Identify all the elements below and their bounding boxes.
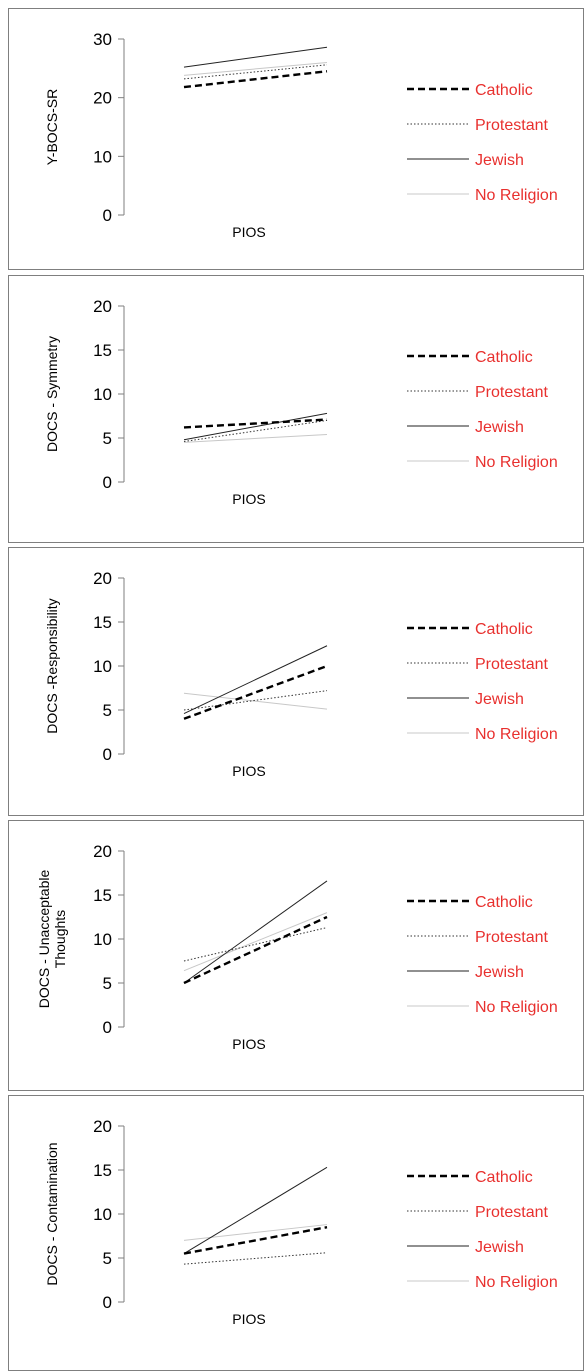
y-tick-label: 10	[93, 930, 112, 949]
legend-label: No Religion	[475, 999, 558, 1016]
x-axis-label: PIOS	[232, 1036, 265, 1052]
chart-svg: 0 5 10 15 20 DOCS - Contamination PIOS Catholic…	[44, 1117, 558, 1327]
y-axis-label: DOCS -Responsibility	[44, 598, 60, 733]
y-tick-label: 20	[93, 569, 112, 588]
series-line-no-religion	[183, 61, 328, 76]
chart-panel-5: 0 5 10 15 20 DOCS - Contamination PIOS Catholic…	[8, 1095, 584, 1371]
y-tick-label: 0	[103, 1293, 112, 1312]
chart-panel-4: 0 5 10 15 20 DOCS - Unacceptable Thoughts PIOS C…	[8, 820, 584, 1091]
y-tick-label: 10	[93, 1205, 112, 1224]
series-line-protestant	[183, 927, 328, 962]
y-tick-label: 15	[93, 341, 112, 360]
legend-label: Catholic	[475, 621, 533, 638]
series-line-protestant	[183, 64, 328, 80]
legend-label: Protestant	[475, 656, 548, 673]
series-line-no-religion	[183, 433, 328, 443]
legend-label: Jewish	[475, 419, 524, 436]
y-tick-label: 0	[103, 473, 112, 492]
legend-label: Protestant	[475, 1204, 548, 1221]
y-tick-label: 20	[93, 89, 112, 108]
series-line-jewish	[183, 1166, 328, 1255]
y-axis-label: DOCS - Unacceptable	[36, 870, 52, 1009]
y-tick-label: 15	[93, 1161, 112, 1180]
series-line-jewish	[183, 880, 328, 984]
legend-label: No Religion	[475, 1274, 558, 1291]
y-tick-label: 30	[93, 30, 112, 49]
y-tick-label: 5	[103, 429, 112, 448]
series-line-catholic	[183, 70, 328, 89]
y-tick-label: 10	[93, 657, 112, 676]
series-line-protestant	[183, 690, 328, 711]
legend-label: Catholic	[475, 82, 533, 99]
y-tick-label: 5	[103, 1249, 112, 1268]
legend-label: Protestant	[475, 117, 548, 134]
legend-label: No Religion	[475, 726, 558, 743]
series-line-catholic	[183, 1226, 328, 1255]
legend-label: Jewish	[475, 964, 524, 981]
series-line-no-religion	[183, 692, 328, 710]
series-line-catholic	[183, 664, 328, 720]
series-line-no-religion	[183, 912, 328, 972]
y-axis-label: DOCS - Symmetry	[44, 336, 60, 452]
legend-label: Catholic	[475, 349, 533, 366]
legend-label: Protestant	[475, 929, 548, 946]
series-line-no-religion	[183, 1224, 328, 1241]
series-line-jewish	[183, 645, 328, 714]
x-axis-label: PIOS	[232, 491, 265, 507]
chart-panel-3: 0 5 10 15 20 DOCS -Responsibility PIOS Catholic…	[8, 547, 584, 816]
y-tick-label: 20	[93, 297, 112, 316]
chart-svg: 0 5 10 15 20 DOCS - Unacceptable Thoughts PIOS C…	[36, 842, 558, 1052]
y-tick-label: 5	[103, 701, 112, 720]
series-line-catholic	[183, 418, 328, 429]
chart-svg: 0 5 10 15 20 DOCS - Symmetry PIOS Catholic Prote…	[44, 297, 558, 507]
y-axis-label: DOCS - Contamination	[44, 1142, 60, 1285]
y-tick-label: 0	[103, 206, 112, 225]
y-tick-label: 5	[103, 974, 112, 993]
legend-label: Catholic	[475, 1169, 533, 1186]
y-tick-label: 10	[93, 385, 112, 404]
legend-label: Protestant	[475, 384, 548, 401]
x-axis-label: PIOS	[232, 763, 265, 779]
y-axis-label: Y-BOCS-SR	[44, 89, 60, 166]
chart-svg: 0 10 20 30 Y-BOCS-SR PIOS Catholic Protestant Je…	[44, 30, 558, 240]
series-line-jewish	[183, 412, 328, 441]
legend-label: Catholic	[475, 894, 533, 911]
legend-label: No Religion	[475, 187, 558, 204]
chart-svg: 0 5 10 15 20 DOCS -Responsibility PIOS Catholic…	[44, 569, 558, 779]
series-line-jewish	[183, 46, 328, 68]
y-tick-label: 0	[103, 1018, 112, 1037]
y-tick-label: 20	[93, 842, 112, 861]
chart-panel-1: 0 10 20 30 Y-BOCS-SR PIOS Catholic Protestant Je…	[8, 8, 584, 270]
legend-label: Jewish	[475, 691, 524, 708]
legend-label: No Religion	[475, 454, 558, 471]
series-line-protestant	[183, 1252, 328, 1265]
series-line-protestant	[183, 419, 328, 443]
x-axis-label: PIOS	[232, 224, 265, 240]
y-tick-label: 15	[93, 886, 112, 905]
y-axis-label: Thoughts	[52, 910, 68, 968]
x-axis-label: PIOS	[232, 1311, 265, 1327]
y-tick-label: 15	[93, 613, 112, 632]
y-tick-label: 0	[103, 745, 112, 764]
y-tick-label: 20	[93, 1117, 112, 1136]
series-line-catholic	[183, 915, 328, 985]
legend-label: Jewish	[475, 152, 524, 169]
chart-panel-2: 0 5 10 15 20 DOCS - Symmetry PIOS Catholic Prote…	[8, 275, 584, 543]
y-tick-label: 10	[93, 147, 112, 166]
legend-label: Jewish	[475, 1239, 524, 1256]
